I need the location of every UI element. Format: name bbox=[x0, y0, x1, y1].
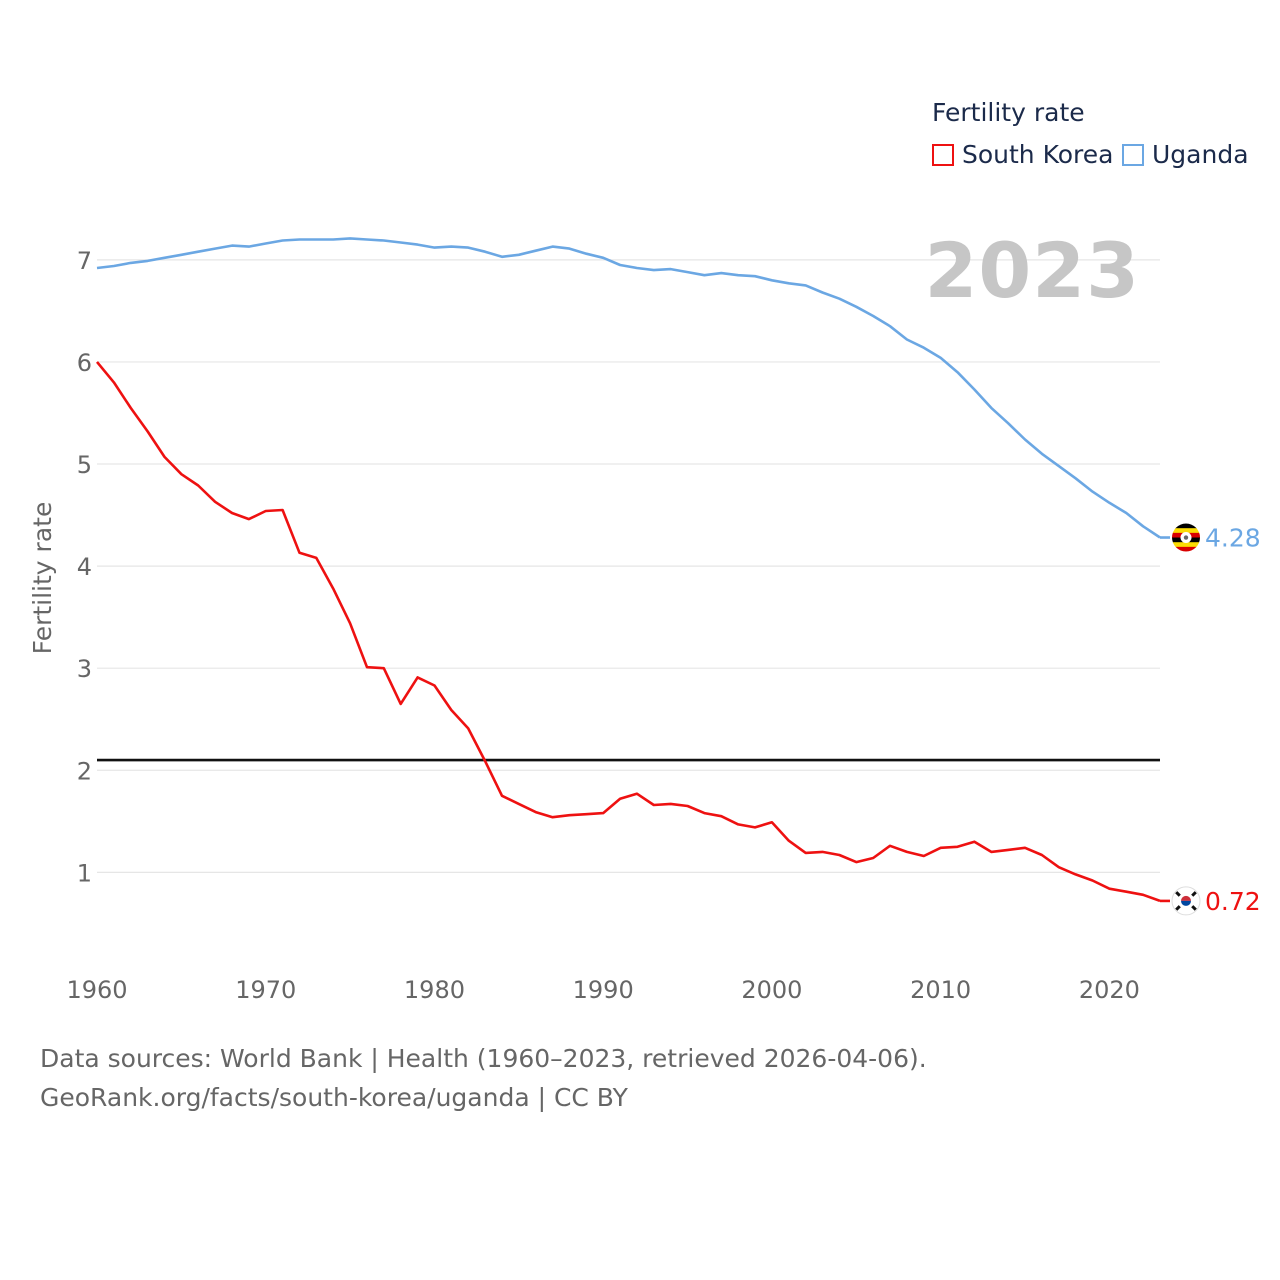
legend-label-uganda: Uganda bbox=[1152, 140, 1249, 169]
x-tick-label: 2010 bbox=[910, 976, 971, 1004]
y-tick-label: 4 bbox=[77, 553, 92, 581]
legend-swatch-uganda bbox=[1122, 143, 1144, 166]
x-tick-label: 1970 bbox=[235, 976, 296, 1004]
year-watermark: 2023 bbox=[924, 226, 1140, 315]
x-tick-label: 2020 bbox=[1079, 976, 1140, 1004]
legend-swatch-south-korea bbox=[932, 143, 954, 166]
uganda-flag-icon bbox=[1172, 523, 1200, 552]
uganda-flag-stripe bbox=[1172, 546, 1200, 552]
end-value-label-south-korea: 0.72 bbox=[1205, 887, 1261, 916]
south-korea-flag-trigram bbox=[1175, 905, 1181, 911]
x-tick-label: 2000 bbox=[741, 976, 802, 1004]
x-tick-label: 1980 bbox=[404, 976, 465, 1004]
south-korea-flag-trigram bbox=[1175, 891, 1181, 897]
legend-item-uganda[interactable]: Uganda bbox=[1122, 140, 1249, 169]
south-korea-flag-taegeuk bbox=[1181, 895, 1191, 906]
south-korea-flag-trigram bbox=[1191, 905, 1197, 911]
legend-label-south-korea: South Korea bbox=[962, 140, 1114, 169]
uganda-flag-crane bbox=[1183, 535, 1189, 540]
source-link[interactable]: GeoRank.org/facts/south-korea/uganda | C… bbox=[40, 1083, 628, 1112]
series-lines bbox=[95, 237, 1170, 903]
south-korea-flag-trigram bbox=[1191, 891, 1197, 897]
south-korea-flag-taegeuk-top bbox=[1181, 895, 1191, 901]
series-line-south-korea bbox=[95, 361, 1161, 903]
gridlines bbox=[97, 259, 1160, 873]
series-line-uganda bbox=[96, 237, 1161, 539]
uganda-flag-stripe bbox=[1172, 528, 1200, 534]
axes: 1 2 3 4 5 6 7 1960 1970 1980 1990 2000 2010 2020 Ferti… bbox=[28, 247, 1140, 1004]
y-tick-label: 5 bbox=[77, 451, 92, 479]
y-tick-label: 2 bbox=[77, 757, 92, 785]
x-tick-label: 1960 bbox=[66, 976, 127, 1004]
uganda-flag-stripe bbox=[1172, 542, 1200, 548]
y-axis-title: Fertility rate bbox=[28, 502, 57, 655]
y-tick-label: 3 bbox=[77, 655, 92, 683]
y-tick-label: 1 bbox=[77, 859, 92, 887]
end-value-label-uganda: 4.28 bbox=[1205, 524, 1261, 553]
x-tick-label: 1990 bbox=[573, 976, 634, 1004]
data-source-text: Data sources: World Bank | Health (1960–… bbox=[40, 1044, 927, 1073]
south-korea-flag-icon bbox=[1171, 886, 1201, 916]
south-korea-flag-taegeuk-bottom bbox=[1181, 900, 1191, 906]
uganda-flag-stripe bbox=[1172, 523, 1200, 529]
y-tick-label: 6 bbox=[77, 349, 92, 377]
legend-item-south-korea[interactable]: South Korea bbox=[932, 140, 1113, 169]
end-labels: 0.72 4.28 bbox=[1171, 523, 1261, 916]
legend-title: Fertility rate bbox=[932, 98, 1085, 127]
y-tick-label: 7 bbox=[77, 247, 92, 275]
